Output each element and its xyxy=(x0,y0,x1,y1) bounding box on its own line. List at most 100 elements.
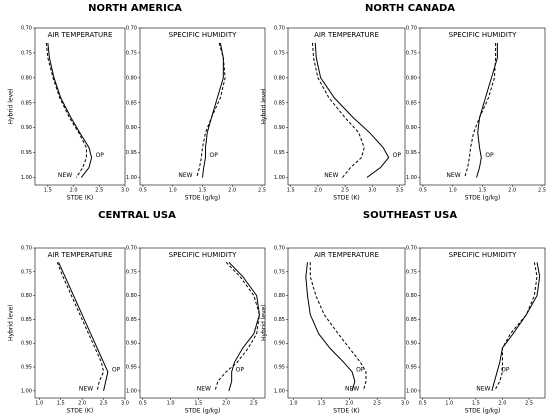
line-series xyxy=(47,42,93,178)
x-tick-label: 3.5 xyxy=(396,188,404,194)
line-series xyxy=(491,262,541,391)
x-tick-label: 1.0 xyxy=(445,401,453,407)
y-tick-label: 0.70 xyxy=(274,246,285,252)
panel-title: AIR TEMPERATURE xyxy=(314,251,379,259)
plot-frame xyxy=(34,27,126,186)
series-label: NEW xyxy=(178,172,192,179)
x-axis-label: STDE (g/kg) xyxy=(465,195,501,202)
y-tick-label: 1.00 xyxy=(21,175,32,181)
x-axis-label: STDE (g/kg) xyxy=(465,408,501,415)
y-tick-label: 0.90 xyxy=(21,125,32,131)
x-tick-label: 1.5 xyxy=(479,188,487,194)
y-tick-label: 1.00 xyxy=(126,175,137,181)
series-label: OP xyxy=(356,366,365,373)
x-tick-label: 1.0 xyxy=(35,401,43,407)
y-tick-label: 0.75 xyxy=(406,269,417,275)
y-tick-label: 0.85 xyxy=(21,317,32,323)
x-tick-label: 0.5 xyxy=(419,401,427,407)
y-tick-label: 1.00 xyxy=(274,175,285,181)
x-tick-label: 2.5 xyxy=(95,188,103,194)
panel-title: SPECIFIC HUMIDITY xyxy=(169,251,237,259)
y-tick-label: 0.90 xyxy=(406,341,417,347)
y-tick-label: 0.95 xyxy=(406,365,417,371)
line-series xyxy=(311,42,365,178)
region-title: NORTH AMERICA xyxy=(88,3,182,14)
panel-title: AIR TEMPERATURE xyxy=(48,251,113,259)
line-series xyxy=(202,42,224,178)
line-series xyxy=(45,42,87,178)
x-axis-label: STDE (K) xyxy=(67,195,93,202)
x-tick-label: 2.5 xyxy=(373,401,381,407)
y-tick-label: 0.80 xyxy=(126,293,137,299)
x-tick-label: 0.5 xyxy=(139,188,147,194)
x-tick-label: 2.0 xyxy=(498,401,506,407)
x-tick-label: 1.0 xyxy=(167,401,175,407)
y-tick-label: 0.80 xyxy=(21,293,32,299)
x-axis-label: STDE (g/kg) xyxy=(185,408,221,415)
y-tick-label: 0.70 xyxy=(126,246,137,252)
y-axis-label: Hybrid level xyxy=(8,88,15,124)
series-label: NEW xyxy=(345,385,359,392)
series-label: NEW xyxy=(79,385,93,392)
x-tick-label: 1.0 xyxy=(169,188,177,194)
series-label: OP xyxy=(393,152,402,159)
plot-frame xyxy=(287,247,406,399)
x-tick-label: 1.5 xyxy=(57,401,65,407)
x-tick-label: 1.0 xyxy=(449,188,457,194)
x-tick-label: 2.0 xyxy=(222,401,230,407)
y-tick-label: 0.75 xyxy=(21,269,32,275)
y-tick-label: 0.75 xyxy=(21,50,32,56)
y-tick-label: 0.70 xyxy=(274,26,285,32)
panel-title: SPECIFIC HUMIDITY xyxy=(449,31,517,39)
x-tick-label: 3.0 xyxy=(368,188,376,194)
y-tick-label: 0.80 xyxy=(126,75,137,81)
x-tick-label: 2.0 xyxy=(314,188,322,194)
y-tick-label: 1.00 xyxy=(406,388,417,394)
x-tick-label: 2.5 xyxy=(250,401,258,407)
y-tick-label: 0.90 xyxy=(406,125,417,131)
y-tick-label: 0.95 xyxy=(274,365,285,371)
plot-frame xyxy=(139,247,266,399)
y-tick-label: 1.00 xyxy=(21,388,32,394)
y-tick-label: 0.80 xyxy=(274,75,285,81)
plot-frame xyxy=(139,27,266,186)
y-tick-label: 0.95 xyxy=(274,150,285,156)
x-axis-label: STDE (K) xyxy=(333,408,359,415)
region-title: CENTRAL USA xyxy=(98,210,176,221)
series-label: OP xyxy=(209,152,218,159)
x-tick-label: 2.5 xyxy=(538,188,546,194)
y-tick-label: 0.90 xyxy=(21,341,32,347)
x-tick-label: 1.5 xyxy=(472,401,480,407)
y-tick-label: 1.00 xyxy=(126,388,137,394)
line-series xyxy=(314,42,390,178)
y-tick-label: 0.80 xyxy=(274,293,285,299)
y-tick-label: 0.85 xyxy=(274,317,285,323)
series-label: NEW xyxy=(58,172,72,179)
region-title: SOUTHEAST USA xyxy=(363,210,457,221)
line-series xyxy=(56,262,105,391)
line-series xyxy=(476,42,498,178)
y-tick-label: 0.70 xyxy=(21,26,32,32)
x-axis-label: STDE (g/kg) xyxy=(185,195,221,202)
panel-title: AIR TEMPERATURE xyxy=(314,31,379,39)
panel-title: SPECIFIC HUMIDITY xyxy=(169,31,237,39)
x-tick-label: 1.5 xyxy=(287,188,295,194)
y-tick-label: 0.70 xyxy=(126,26,137,32)
x-tick-label: 2.5 xyxy=(100,401,108,407)
y-tick-label: 0.85 xyxy=(126,100,137,106)
panel-title: SPECIFIC HUMIDITY xyxy=(449,251,517,259)
series-label: OP xyxy=(501,366,510,373)
y-tick-label: 0.85 xyxy=(274,100,285,106)
y-tick-label: 0.80 xyxy=(21,75,32,81)
y-tick-label: 0.75 xyxy=(126,50,137,56)
series-label: OP xyxy=(112,366,121,373)
y-tick-label: 0.80 xyxy=(406,75,417,81)
y-tick-label: 0.85 xyxy=(126,317,137,323)
series-label: NEW xyxy=(197,385,211,392)
x-tick-label: 3.0 xyxy=(121,188,129,194)
y-tick-label: 0.90 xyxy=(274,125,285,131)
plot-frame xyxy=(287,27,406,186)
series-label: OP xyxy=(485,152,494,159)
y-tick-label: 0.70 xyxy=(406,246,417,252)
x-tick-label: 3.0 xyxy=(401,401,409,407)
